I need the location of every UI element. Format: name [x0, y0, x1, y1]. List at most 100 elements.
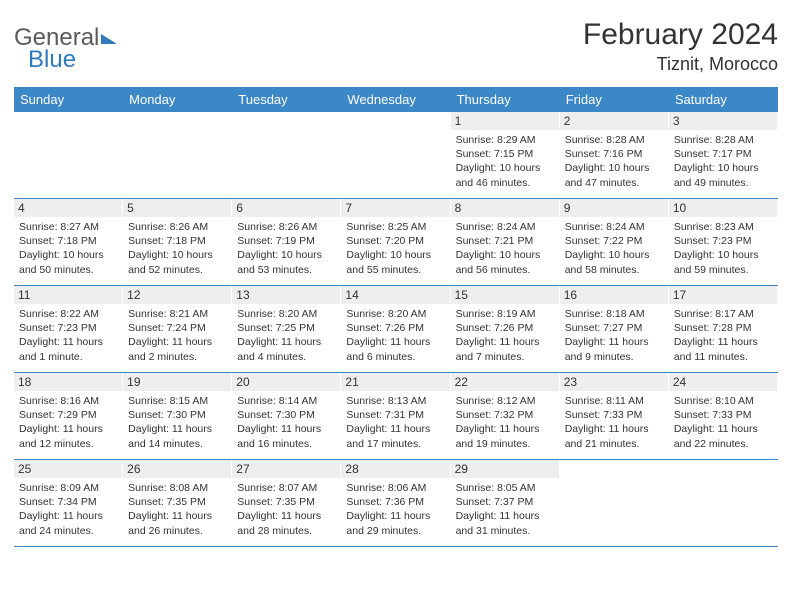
daylight-line: Daylight: 10 hours and 56 minutes. [456, 248, 554, 276]
sunset-line: Sunset: 7:17 PM [674, 147, 772, 161]
calendar-day-cell: 17Sunrise: 8:17 AMSunset: 7:28 PMDayligh… [669, 286, 778, 372]
day-info: Sunrise: 8:20 AMSunset: 7:25 PMDaylight:… [237, 307, 335, 364]
day-info: Sunrise: 8:14 AMSunset: 7:30 PMDaylight:… [237, 394, 335, 451]
brand-triangle-icon [101, 34, 117, 44]
day-number: 13 [232, 286, 340, 304]
daylight-line: Daylight: 10 hours and 50 minutes. [19, 248, 117, 276]
daylight-line: Daylight: 10 hours and 47 minutes. [565, 161, 663, 189]
location-label: Tiznit, Morocco [583, 54, 778, 75]
day-number: 21 [341, 373, 449, 391]
sunrise-line: Sunrise: 8:28 AM [674, 133, 772, 147]
daylight-line: Daylight: 11 hours and 2 minutes. [128, 335, 226, 363]
weekday-header: Monday [123, 87, 232, 112]
day-info: Sunrise: 8:24 AMSunset: 7:21 PMDaylight:… [456, 220, 554, 277]
sunset-line: Sunset: 7:35 PM [237, 495, 335, 509]
page-header: General February 2024 Tiznit, Morocco [14, 18, 778, 75]
day-info: Sunrise: 8:28 AMSunset: 7:17 PMDaylight:… [674, 133, 772, 190]
day-info: Sunrise: 8:21 AMSunset: 7:24 PMDaylight:… [128, 307, 226, 364]
day-number: 7 [341, 199, 449, 217]
daylight-line: Daylight: 11 hours and 24 minutes. [19, 509, 117, 537]
calendar-day-cell: 15Sunrise: 8:19 AMSunset: 7:26 PMDayligh… [451, 286, 560, 372]
daylight-line: Daylight: 10 hours and 52 minutes. [128, 248, 226, 276]
day-info: Sunrise: 8:05 AMSunset: 7:37 PMDaylight:… [456, 481, 554, 538]
sunset-line: Sunset: 7:32 PM [456, 408, 554, 422]
sunrise-line: Sunrise: 8:05 AM [456, 481, 554, 495]
title-block: February 2024 Tiznit, Morocco [583, 18, 778, 75]
sunset-line: Sunset: 7:37 PM [456, 495, 554, 509]
sunrise-line: Sunrise: 8:26 AM [237, 220, 335, 234]
sunset-line: Sunset: 7:25 PM [237, 321, 335, 335]
sunrise-line: Sunrise: 8:23 AM [674, 220, 772, 234]
sunset-line: Sunset: 7:24 PM [128, 321, 226, 335]
day-info: Sunrise: 8:24 AMSunset: 7:22 PMDaylight:… [565, 220, 663, 277]
calendar-week-row: 11Sunrise: 8:22 AMSunset: 7:23 PMDayligh… [14, 286, 778, 373]
day-info: Sunrise: 8:25 AMSunset: 7:20 PMDaylight:… [346, 220, 444, 277]
calendar-week-row: 18Sunrise: 8:16 AMSunset: 7:29 PMDayligh… [14, 373, 778, 460]
sunrise-line: Sunrise: 8:29 AM [456, 133, 554, 147]
day-number: 22 [451, 373, 559, 391]
daylight-line: Daylight: 11 hours and 14 minutes. [128, 422, 226, 450]
calendar-day-cell: 7 Sunrise: 8:25 AMSunset: 7:20 PMDaylight… [341, 199, 450, 285]
sunrise-line: Sunrise: 8:10 AM [674, 394, 772, 408]
calendar-day-cell: 14Sunrise: 8:20 AMSunset: 7:26 PMDayligh… [341, 286, 450, 372]
day-number: 15 [451, 286, 559, 304]
day-number: 11 [14, 286, 122, 304]
calendar-day-cell: 6Sunrise: 8:26 AMSunset: 7:19 PMDaylight… [232, 199, 341, 285]
daylight-line: Daylight: 10 hours and 49 minutes. [674, 161, 772, 189]
sunrise-line: Sunrise: 8:21 AM [128, 307, 226, 321]
daylight-line: Daylight: 10 hours and 58 minutes. [565, 248, 663, 276]
day-info: Sunrise: 8:10 AMSunset: 7:33 PMDaylight:… [674, 394, 772, 451]
calendar-day-cell: 13 Sunrise: 8:20 AMSunset: 7:25 PMDayligh… [232, 286, 341, 372]
daylight-line: Daylight: 11 hours and 31 minutes. [456, 509, 554, 537]
day-number: 17 [669, 286, 777, 304]
sunrise-line: Sunrise: 8:07 AM [237, 481, 335, 495]
sunset-line: Sunset: 7:20 PM [346, 234, 444, 248]
daylight-line: Daylight: 11 hours and 4 minutes. [237, 335, 335, 363]
sunset-line: Sunset: 7:34 PM [19, 495, 117, 509]
calendar-day-cell: 20Sunrise: 8:14 AMSunset: 7:30 PMDayligh… [232, 373, 341, 459]
daylight-line: Daylight: 11 hours and 7 minutes. [456, 335, 554, 363]
daylight-line: Daylight: 11 hours and 26 minutes. [128, 509, 226, 537]
calendar-day-cell: 18Sunrise: 8:16 AMSunset: 7:29 PMDayligh… [14, 373, 123, 459]
day-number: 3 [669, 112, 777, 130]
daylight-line: Daylight: 10 hours and 46 minutes. [456, 161, 554, 189]
sunrise-line: Sunrise: 8:26 AM [128, 220, 226, 234]
calendar-day-cell: 16Sunrise: 8:18 AMSunset: 7:27 PMDayligh… [560, 286, 669, 372]
day-number: 24 [669, 373, 777, 391]
calendar-day-cell: 12Sunrise: 8:21 AMSunset: 7:24 PMDayligh… [123, 286, 232, 372]
day-number: 18 [14, 373, 122, 391]
sunset-line: Sunset: 7:22 PM [565, 234, 663, 248]
daylight-line: Daylight: 11 hours and 1 minute. [19, 335, 117, 363]
sunset-line: Sunset: 7:19 PM [237, 234, 335, 248]
sunrise-line: Sunrise: 8:24 AM [456, 220, 554, 234]
sunset-line: Sunset: 7:31 PM [346, 408, 444, 422]
calendar-day-cell: 25Sunrise: 8:09 AMSunset: 7:34 PMDayligh… [14, 460, 123, 546]
sunset-line: Sunset: 7:26 PM [346, 321, 444, 335]
day-number: 8 [451, 199, 559, 217]
daylight-line: Daylight: 10 hours and 55 minutes. [346, 248, 444, 276]
calendar-empty-cell [341, 112, 450, 198]
sunrise-line: Sunrise: 8:20 AM [237, 307, 335, 321]
day-info: Sunrise: 8:07 AMSunset: 7:35 PMDaylight:… [237, 481, 335, 538]
sunrise-line: Sunrise: 8:11 AM [565, 394, 663, 408]
day-info: Sunrise: 8:06 AMSunset: 7:36 PMDaylight:… [346, 481, 444, 538]
calendar-empty-cell [232, 112, 341, 198]
sunrise-line: Sunrise: 8:25 AM [346, 220, 444, 234]
daylight-line: Daylight: 11 hours and 29 minutes. [346, 509, 444, 537]
day-number: 9 [560, 199, 668, 217]
calendar-empty-cell [14, 112, 123, 198]
day-number: 26 [123, 460, 231, 478]
daylight-line: Daylight: 11 hours and 17 minutes. [346, 422, 444, 450]
sunset-line: Sunset: 7:33 PM [565, 408, 663, 422]
day-number: 19 [123, 373, 231, 391]
weekday-header: Sunday [14, 87, 123, 112]
day-number: 16 [560, 286, 668, 304]
sunrise-line: Sunrise: 8:08 AM [128, 481, 226, 495]
sunset-line: Sunset: 7:30 PM [237, 408, 335, 422]
sunrise-line: Sunrise: 8:17 AM [674, 307, 772, 321]
day-info: Sunrise: 8:08 AMSunset: 7:35 PMDaylight:… [128, 481, 226, 538]
calendar-day-cell: 23Sunrise: 8:11 AMSunset: 7:33 PMDayligh… [560, 373, 669, 459]
daylight-line: Daylight: 11 hours and 19 minutes. [456, 422, 554, 450]
calendar-day-cell: 29Sunrise: 8:05 AMSunset: 7:37 PMDayligh… [451, 460, 560, 546]
day-info: Sunrise: 8:11 AMSunset: 7:33 PMDaylight:… [565, 394, 663, 451]
